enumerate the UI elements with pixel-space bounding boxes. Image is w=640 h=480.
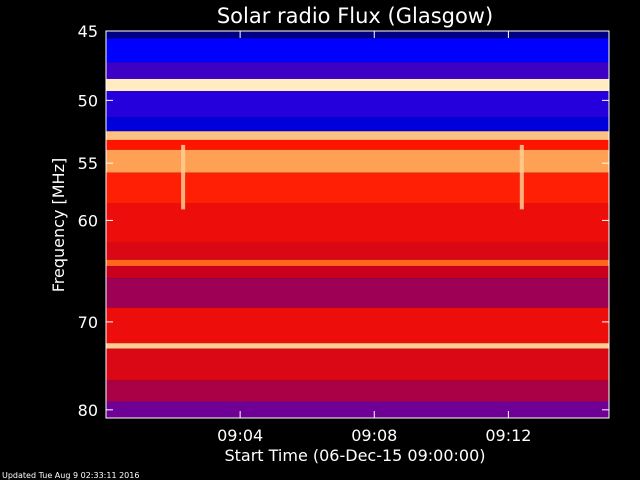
y-tick-label: 70 bbox=[78, 313, 98, 332]
spectrum-band bbox=[106, 307, 609, 344]
spectrum-band bbox=[106, 91, 609, 118]
y-axis: 45 50 55 60 70 80 bbox=[78, 22, 609, 420]
y-tick-label: 55 bbox=[78, 154, 98, 173]
spectrum-band bbox=[106, 265, 609, 279]
x-tick-label: 09:12 bbox=[485, 426, 531, 445]
x-tick-label: 09:04 bbox=[217, 426, 263, 445]
spectrum-band bbox=[106, 380, 609, 402]
spectrum-band bbox=[106, 139, 609, 150]
spectrum-band bbox=[106, 241, 609, 260]
spectrum-band bbox=[106, 278, 609, 308]
spectrum-band bbox=[106, 117, 609, 132]
y-axis-label: Frequency [MHz] bbox=[49, 158, 68, 292]
spectrum-band bbox=[106, 78, 609, 92]
spectrum-band bbox=[106, 131, 609, 140]
spectrum-band bbox=[106, 348, 609, 381]
x-tick-label: 09:08 bbox=[351, 426, 397, 445]
chart-title: Solar radio Flux (Glasgow) bbox=[217, 4, 493, 28]
updated-timestamp: Updated Tue Aug 9 02:33:11 2016 bbox=[2, 471, 139, 480]
spectrum-band bbox=[106, 31, 609, 39]
plot-frame bbox=[105, 30, 610, 419]
spectrum-band bbox=[106, 343, 609, 349]
spectrogram-plot bbox=[105, 30, 610, 419]
spectrum-band bbox=[106, 401, 609, 418]
spectrum-band bbox=[106, 38, 609, 63]
x-axis: 09:04 09:08 09:12 bbox=[217, 31, 531, 445]
y-tick-label: 45 bbox=[78, 22, 98, 41]
y-tick-label: 60 bbox=[78, 211, 98, 230]
spectrum-band bbox=[106, 149, 609, 173]
spectrum-band bbox=[106, 62, 609, 79]
burst-mark bbox=[519, 144, 524, 210]
y-tick-label: 80 bbox=[78, 401, 98, 420]
burst-mark bbox=[181, 144, 186, 210]
spectrum-band bbox=[106, 203, 609, 242]
y-tick-label: 50 bbox=[78, 91, 98, 110]
spectrum-band bbox=[106, 259, 609, 266]
spectrum-band bbox=[106, 172, 609, 204]
x-axis-label: Start Time (06-Dec-15 09:00:00) bbox=[224, 446, 485, 465]
